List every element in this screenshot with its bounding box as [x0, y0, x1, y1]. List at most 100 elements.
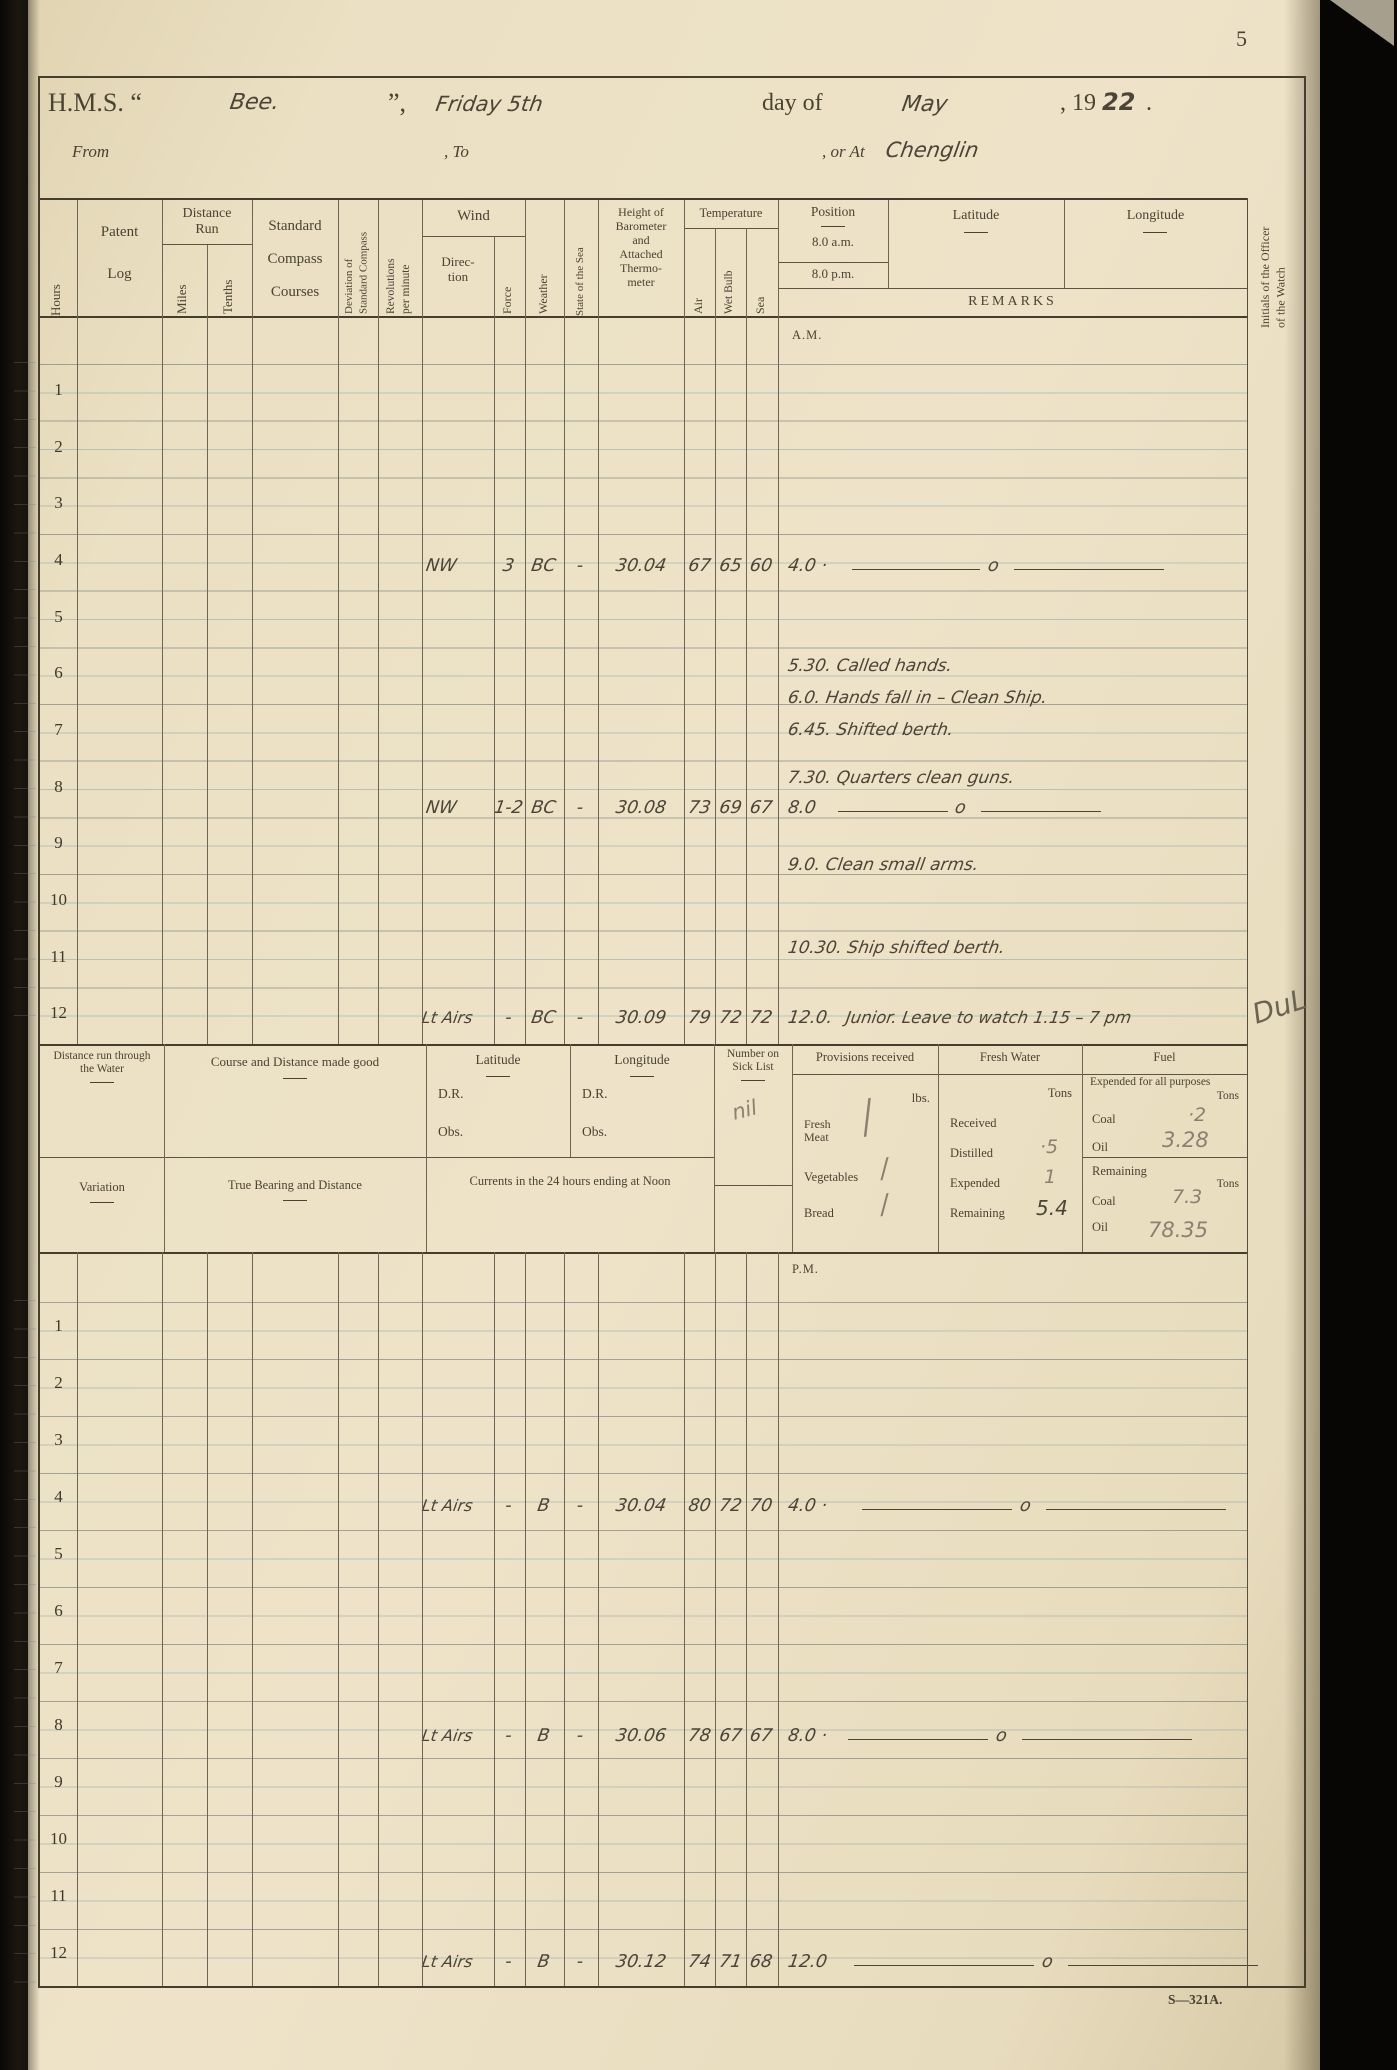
grid-line	[684, 318, 685, 1044]
grid-line	[338, 1252, 339, 1986]
or-at-label: , or At	[822, 142, 865, 161]
grid-line	[207, 1252, 208, 1986]
quote-close: ”,	[388, 88, 407, 117]
grid-line	[252, 1252, 253, 1986]
grid-line	[598, 1252, 599, 1986]
am-hour-label: 6	[54, 663, 63, 682]
sea-temp-value: 67	[748, 798, 774, 818]
page-number: 5	[1236, 26, 1247, 51]
log-row-am-12: Lt Airs - BC - 30.09 79 72 72 12.0. Juni…	[40, 1008, 1247, 1040]
col-initials-officer: Initials of the Officer of the Watch	[1258, 226, 1288, 328]
air-temp-value: 79	[686, 1008, 713, 1028]
pm-hour-label: 8	[54, 1715, 63, 1734]
remark-time: 12.0	[786, 1952, 829, 1972]
am-label: A.M.	[792, 328, 823, 342]
weather-value: B	[535, 1496, 552, 1516]
oil-expended-value-hw: 3.28	[1162, 1128, 1209, 1152]
grid-line	[570, 1044, 571, 1157]
grid-line	[564, 318, 565, 1044]
barometer-value: 30.04	[614, 1496, 668, 1516]
am-rows-grid	[40, 364, 1247, 1044]
wind-direction-value: NW	[424, 556, 458, 576]
grid-line	[207, 318, 208, 1044]
am-hour-label: 12	[50, 1003, 67, 1022]
am-hour-label: 9	[54, 833, 63, 852]
col-distance-run: Distance Run	[182, 206, 232, 237]
pm-rows-grid	[40, 1302, 1247, 1986]
col-compass-courses: Standard Compass Courses	[267, 218, 323, 300]
fuel-tons-label: Tons	[1216, 1090, 1239, 1102]
pm-label: P.M.	[792, 1262, 819, 1276]
remark-mid-mark: o	[994, 1726, 1009, 1746]
log-row-pm-8: Lt Airs - B - 30.06 78 67 67 8.0 · o	[40, 1726, 1247, 1758]
barometer-value: 30.12	[614, 1952, 668, 1972]
col-state-sea: State of the Sea	[574, 247, 586, 316]
grid-line	[715, 1252, 716, 1986]
remark-entry: 10.30. Ship shifted berth.	[786, 938, 1007, 958]
weather-value: BC	[529, 798, 558, 818]
sea-temp-value: 70	[748, 1496, 774, 1516]
weather-value: BC	[529, 556, 558, 576]
position-8am: 8.0 a.m.	[812, 234, 854, 249]
day-of-label: day of	[762, 90, 823, 116]
col-log: Log	[107, 266, 132, 282]
coal-remaining-value-hw: 7.3	[1172, 1186, 1203, 1208]
grid-line	[792, 1044, 793, 1252]
col-wet-bulb: Wet Bulb	[723, 270, 735, 314]
col-tenths: Tenths	[220, 279, 235, 314]
pm-hour-label: 3	[54, 1430, 63, 1449]
remark-mid-mark: o	[953, 798, 968, 818]
expended-all-label: Expended for all purposes	[1090, 1076, 1211, 1088]
col-hours: Hours	[48, 284, 63, 316]
margin-ticks-am	[14, 362, 36, 1042]
oil-remaining-label: Oil	[1092, 1220, 1108, 1234]
year-period: .	[1146, 90, 1152, 116]
grid-line	[422, 1252, 423, 1986]
col-wind: Wind	[457, 208, 490, 224]
date-hw: Friday 5th	[434, 92, 545, 116]
pm-hour-label: 11	[50, 1886, 67, 1905]
grid-line	[426, 1044, 427, 1252]
am-hour-label: 4	[54, 550, 63, 569]
vegetables-label: Vegetables	[804, 1170, 859, 1184]
sea-state-value: -	[575, 798, 585, 818]
coal-remaining-label: Coal	[1092, 1194, 1116, 1208]
grid-line	[746, 318, 747, 1044]
am-hour-label: 7	[54, 720, 63, 739]
remark-entry: 5.30. Called hands.	[786, 656, 954, 676]
sea-temp-value: 68	[748, 1952, 774, 1972]
sea-state-value: -	[575, 1952, 585, 1972]
grid-line	[778, 318, 779, 1044]
air-temp-value: 67	[686, 556, 713, 576]
pm-hour-label: 1	[54, 1316, 63, 1335]
col-position: Position	[810, 204, 856, 219]
fresh-meat-label: Fresh Meat	[804, 1117, 831, 1144]
pm-hour-label: 10	[50, 1829, 67, 1848]
longitude-dr-label: D.R.	[582, 1086, 608, 1101]
received-label: Received	[950, 1116, 997, 1130]
pm-hour-label: 4	[54, 1487, 63, 1506]
provisions-label: Provisions received	[815, 1050, 915, 1064]
scan-background	[1320, 0, 1397, 2070]
oil-expended-label: Oil	[1092, 1140, 1108, 1154]
col-temperature: Temperature	[699, 206, 763, 220]
latitude-dr-label: D.R.	[438, 1086, 464, 1101]
grid-line	[746, 1252, 747, 1986]
col-miles: Miles	[174, 284, 189, 314]
am-hour-label: 10	[50, 890, 67, 909]
sea-state-value: -	[575, 1496, 585, 1516]
sea-state-value: -	[575, 1726, 585, 1746]
distance-water-label: Distance run through the Water	[53, 1050, 151, 1075]
air-temp-value: 80	[686, 1496, 713, 1516]
col-direction: Direc- tion	[441, 254, 475, 284]
pm-hour-label: 7	[54, 1658, 63, 1677]
wind-direction-value: Lt Airs	[420, 1726, 475, 1745]
pm-hour-label: 6	[54, 1601, 63, 1620]
page-edge-shadow	[1284, 0, 1320, 2070]
fuel-remaining-label: Remaining	[1092, 1164, 1147, 1178]
pm-hour-label: 2	[54, 1373, 63, 1392]
wind-direction-value: Lt Airs	[420, 1952, 475, 1971]
fresh-water-tons-label: Tons	[1047, 1086, 1072, 1100]
log-row-am-8: NW 1-2 BC - 30.08 73 69 67 8.0 o	[40, 798, 1247, 830]
pm-hour-label: 12	[50, 1943, 67, 1962]
